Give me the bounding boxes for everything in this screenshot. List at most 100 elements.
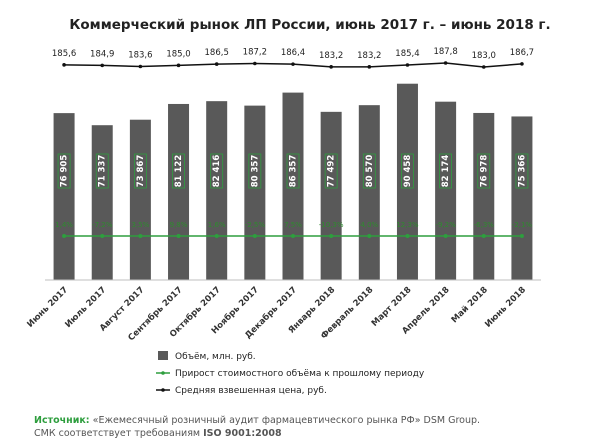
bar (358, 105, 380, 280)
price-point (367, 65, 372, 69)
price-label: 187,8 (433, 47, 457, 57)
growth-label: 1,6% (208, 221, 226, 229)
growth-label: 9,8% (170, 221, 188, 229)
growth-label: -2,1% (512, 221, 533, 229)
growth-point (62, 234, 67, 238)
bar-value-label: 86 357 (289, 155, 299, 188)
legend-label-growth: Прирост стоимостного объёма к прошлому п… (175, 369, 425, 379)
legend-label-price: Средняя взвешенная цена, руб. (175, 386, 327, 396)
source-line2: СМК соответствует требованиям (34, 428, 204, 439)
price-point (62, 63, 66, 67)
bar-value-label: 90 458 (403, 155, 413, 188)
price-point (443, 61, 448, 65)
bar-label-box (515, 153, 529, 189)
growth-point (443, 234, 448, 238)
growth-label: -7,2% (92, 221, 113, 229)
bar-label-box (248, 153, 262, 189)
price-label: 183,2 (357, 51, 381, 61)
growth-label: -9,2% (435, 221, 456, 229)
bar-value-label: 82 174 (441, 155, 451, 188)
price-label: 183,0 (472, 51, 496, 61)
bar-label-box (401, 153, 414, 189)
growth-point (252, 234, 257, 238)
x-tick-label: Июнь 2018 (483, 285, 528, 330)
bar-value-label: 75 366 (517, 155, 527, 188)
price-label: 185,0 (166, 49, 190, 59)
price-label: 186,7 (510, 48, 534, 58)
bar-value-label: 71 337 (98, 155, 108, 188)
bar-label-box (172, 153, 185, 189)
price-label: 185,6 (52, 49, 76, 59)
growth-point (481, 234, 486, 238)
growth-point (519, 234, 524, 238)
source-key: Источник: (34, 415, 90, 426)
price-label: 185,4 (395, 49, 419, 59)
legend: Объём, млн. руб. Прирост стоимостного об… (156, 351, 425, 396)
price-point (329, 65, 333, 69)
growth-label: 12,3% (396, 221, 419, 229)
bar-label-box (133, 153, 147, 189)
bar (206, 101, 228, 280)
bar-label-box (362, 153, 376, 189)
price-point (405, 63, 410, 67)
bar-value-labels: 76 905 71 337 73 867 81 122 82 416 80 357 86 3… (57, 153, 529, 189)
bar (511, 116, 533, 280)
legend-marker-growth (161, 371, 165, 375)
growth-point (214, 234, 219, 238)
growth-label: -2,5% (245, 221, 266, 229)
bar-label-box (477, 153, 491, 189)
growth-label: 3,5% (131, 221, 149, 229)
price-point (253, 61, 257, 66)
bar-label-box (324, 153, 338, 189)
growth-label: 4,0% (360, 221, 378, 229)
bar-label-box (439, 153, 453, 189)
bar (168, 103, 190, 280)
bar (396, 83, 418, 280)
growth-point (291, 234, 295, 238)
growth-series: 1,4% -7,2% 3,5% 9,8% 1,6% -2,5% 7,5% -10,3% 4,0%… (55, 221, 532, 238)
bar-value-label: 81 122 (174, 155, 184, 188)
price-point (214, 62, 219, 66)
bar-value-label: 77 492 (327, 155, 337, 188)
price-series: 185,6 184,9 183,6 185,0 186,5 187,2 186,4 183,2… (52, 47, 534, 69)
legend-swatch-volume (158, 351, 168, 360)
growth-point (367, 234, 372, 238)
price-point (138, 64, 143, 69)
legend-marker-price (161, 388, 165, 392)
bar-value-label: 76 905 (60, 155, 70, 188)
price-label: 186,5 (205, 48, 229, 58)
growth-point (176, 234, 181, 238)
price-label: 183,2 (319, 51, 343, 61)
bar-label-box (286, 153, 300, 189)
bar-value-label: 76 978 (479, 155, 489, 188)
price-point (481, 65, 486, 69)
bar (91, 125, 113, 281)
bar (244, 105, 266, 281)
bar-value-label: 82 416 (212, 155, 222, 188)
bar-value-label: 73 867 (136, 155, 146, 188)
bar (473, 112, 495, 281)
bar (320, 111, 342, 280)
price-point (176, 63, 181, 68)
price-label: 184,9 (90, 49, 114, 59)
x-tick-label: Май 2018 (450, 285, 490, 325)
bar-label-box (95, 153, 109, 189)
growth-point (100, 234, 105, 238)
price-point (100, 63, 105, 68)
growth-point (138, 234, 143, 238)
bar (282, 92, 304, 280)
price-label: 187,2 (243, 48, 267, 58)
price-label: 183,6 (128, 51, 152, 61)
legend-label-volume: Объём, млн. руб. (175, 352, 256, 362)
growth-label: 7,5% (284, 221, 302, 229)
bar-label-box (210, 153, 224, 189)
source-note: Источник: «Ежемесячный розничный аудит ф… (34, 414, 584, 440)
growth-label: -10,3% (319, 221, 344, 229)
bar-value-label: 80 570 (365, 155, 375, 188)
bar (129, 119, 151, 280)
source-text: «Ежемесячный розничный аудит фармацевтич… (89, 415, 481, 426)
bar-value-label: 80 357 (250, 155, 260, 188)
